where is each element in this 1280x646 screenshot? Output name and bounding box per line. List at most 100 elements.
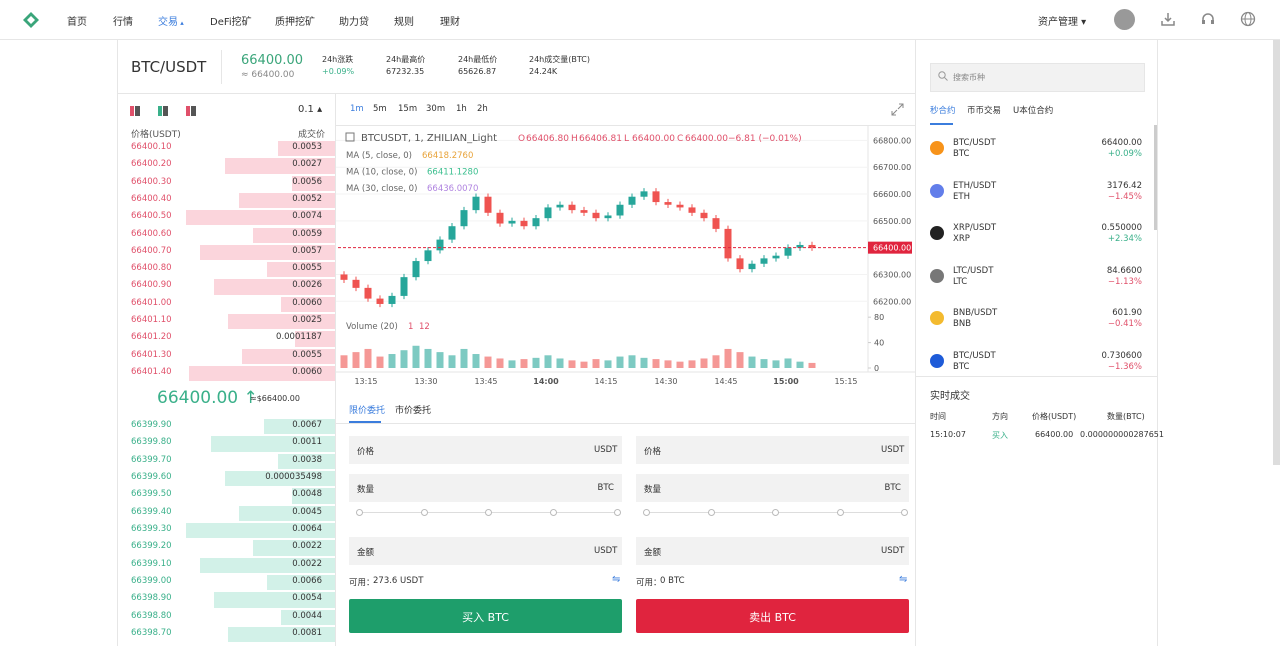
last-price-usd: ≈$66400.00	[250, 394, 300, 403]
coin-icon	[930, 183, 944, 198]
depth-bar	[278, 453, 335, 469]
book-amount: 0.0059	[292, 228, 322, 239]
scrollbar[interactable]	[1273, 40, 1280, 465]
slider-dot[interactable]	[836, 509, 844, 516]
precision[interactable]: 0.1 ▴	[298, 104, 323, 115]
volume-bar	[388, 354, 396, 368]
input-field[interactable]	[349, 537, 622, 565]
nav-item[interactable]: 行情	[113, 17, 133, 28]
depth-bar	[225, 158, 335, 174]
avatar[interactable]	[1114, 9, 1135, 30]
sell-button[interactable]	[636, 599, 909, 633]
interval[interactable]: 5m	[373, 104, 387, 114]
interval[interactable]: 30m	[426, 104, 446, 114]
slider-dot[interactable]	[707, 509, 715, 516]
interval[interactable]: 1m	[350, 104, 364, 114]
candle-body	[460, 210, 468, 227]
list-scrollbar[interactable]	[1154, 125, 1157, 230]
input-field[interactable]	[636, 537, 909, 565]
input-field[interactable]	[349, 436, 622, 464]
input-field[interactable]	[636, 474, 909, 502]
volume-bar	[736, 352, 744, 368]
book-price: 66400.20	[131, 159, 172, 170]
depth-bar	[186, 210, 335, 226]
candle-body	[808, 244, 816, 248]
support-icon[interactable]	[1200, 11, 1216, 27]
market-change: −1.36%	[1107, 362, 1142, 372]
market-base: BTC	[953, 149, 970, 159]
market-price: 601.90	[1112, 308, 1142, 319]
form-tab[interactable]: 市价委托	[395, 406, 432, 416]
divider	[221, 50, 222, 84]
slider-dot[interactable]	[643, 509, 650, 516]
nav-item[interactable]: 规则	[394, 17, 414, 28]
volume-name: Volume (20)	[346, 322, 398, 332]
book-amount: 0.0066	[292, 575, 322, 586]
market-price: 0.550000	[1101, 223, 1142, 234]
y-tick-label: 66500.00	[873, 217, 911, 226]
market-base: LTC	[953, 276, 968, 287]
candle-body	[772, 255, 780, 259]
market-pair: ETH/USDT	[953, 180, 997, 191]
button-label: 卖出 BTC	[749, 611, 796, 624]
logo[interactable]	[22, 11, 40, 29]
slider-dot[interactable]	[901, 509, 908, 516]
book-price: 66401.00	[131, 297, 172, 308]
input-field[interactable]	[349, 474, 622, 502]
slider-dot[interactable]	[614, 509, 621, 516]
coin-icon	[930, 141, 944, 155]
nav-item[interactable]: 质押挖矿	[275, 17, 315, 28]
slider-dot[interactable]	[549, 509, 557, 516]
volume-bar	[568, 360, 576, 368]
stat-label: 24h涨跌	[322, 55, 354, 64]
transfer-icon[interactable]: ⇋	[899, 574, 908, 585]
depth-bar	[253, 540, 335, 556]
depth-bar	[225, 470, 335, 487]
form-tab[interactable]: 限价委托	[349, 406, 386, 416]
volume-bar	[448, 355, 456, 368]
candle-body	[748, 263, 756, 270]
nav-item[interactable]: DeFi挖矿	[210, 17, 252, 28]
divider	[336, 423, 915, 424]
book-amount: 0.000035498	[265, 471, 322, 482]
input-field[interactable]	[636, 436, 909, 464]
language-icon[interactable]	[1240, 11, 1256, 27]
download-icon[interactable]	[1160, 11, 1176, 27]
volume-bar	[424, 348, 432, 368]
nav-item[interactable]: 交易 ▴	[158, 17, 184, 28]
depth-bar	[267, 574, 335, 591]
stat-value: +0.09%	[322, 67, 355, 76]
slider-dot[interactable]	[772, 509, 779, 516]
depth-bar	[228, 314, 335, 330]
slider-dot[interactable]	[420, 509, 428, 516]
slider-dot[interactable]	[485, 509, 492, 516]
book-amount: 0.0026	[292, 280, 322, 291]
depth-bar	[189, 365, 335, 382]
ohlc-value: 66406.81	[579, 134, 622, 144]
nav-item[interactable]: 助力贷	[339, 17, 369, 28]
ma-name: MA (30, close, 0)	[346, 184, 417, 194]
market-pair: LTC/USDT	[953, 265, 994, 276]
transfer-icon[interactable]: ⇋	[612, 574, 621, 585]
nav-item[interactable]: 理财	[440, 17, 460, 28]
slider-dot[interactable]	[356, 509, 363, 516]
buy-button[interactable]	[349, 599, 622, 633]
depth-bar	[200, 557, 335, 573]
market-price: 66400.00	[1101, 138, 1142, 148]
fullscreen[interactable]	[891, 103, 904, 116]
volume-bar	[772, 360, 780, 368]
interval[interactable]: 1h	[456, 104, 467, 114]
candle-body	[532, 218, 540, 227]
volume-bar	[652, 359, 660, 368]
market-tab[interactable]: 秒合约	[930, 106, 956, 116]
nav-item[interactable]: 首页	[67, 17, 87, 28]
account-menu[interactable]: 资产管理 ▾	[1038, 17, 1087, 28]
search-box[interactable]	[930, 63, 1145, 92]
interval[interactable]: 15m	[398, 104, 418, 114]
interval[interactable]: 2h	[477, 104, 488, 114]
book-view-toggles[interactable]	[130, 105, 200, 117]
kline-chart: 66800.00 66700.00 66600.00 66500.00 66300.00…	[336, 126, 915, 386]
market-tab[interactable]: 币币交易	[967, 106, 1002, 116]
trades-header: 时间	[930, 412, 946, 421]
market-tab[interactable]: U本位合约	[1013, 106, 1054, 116]
